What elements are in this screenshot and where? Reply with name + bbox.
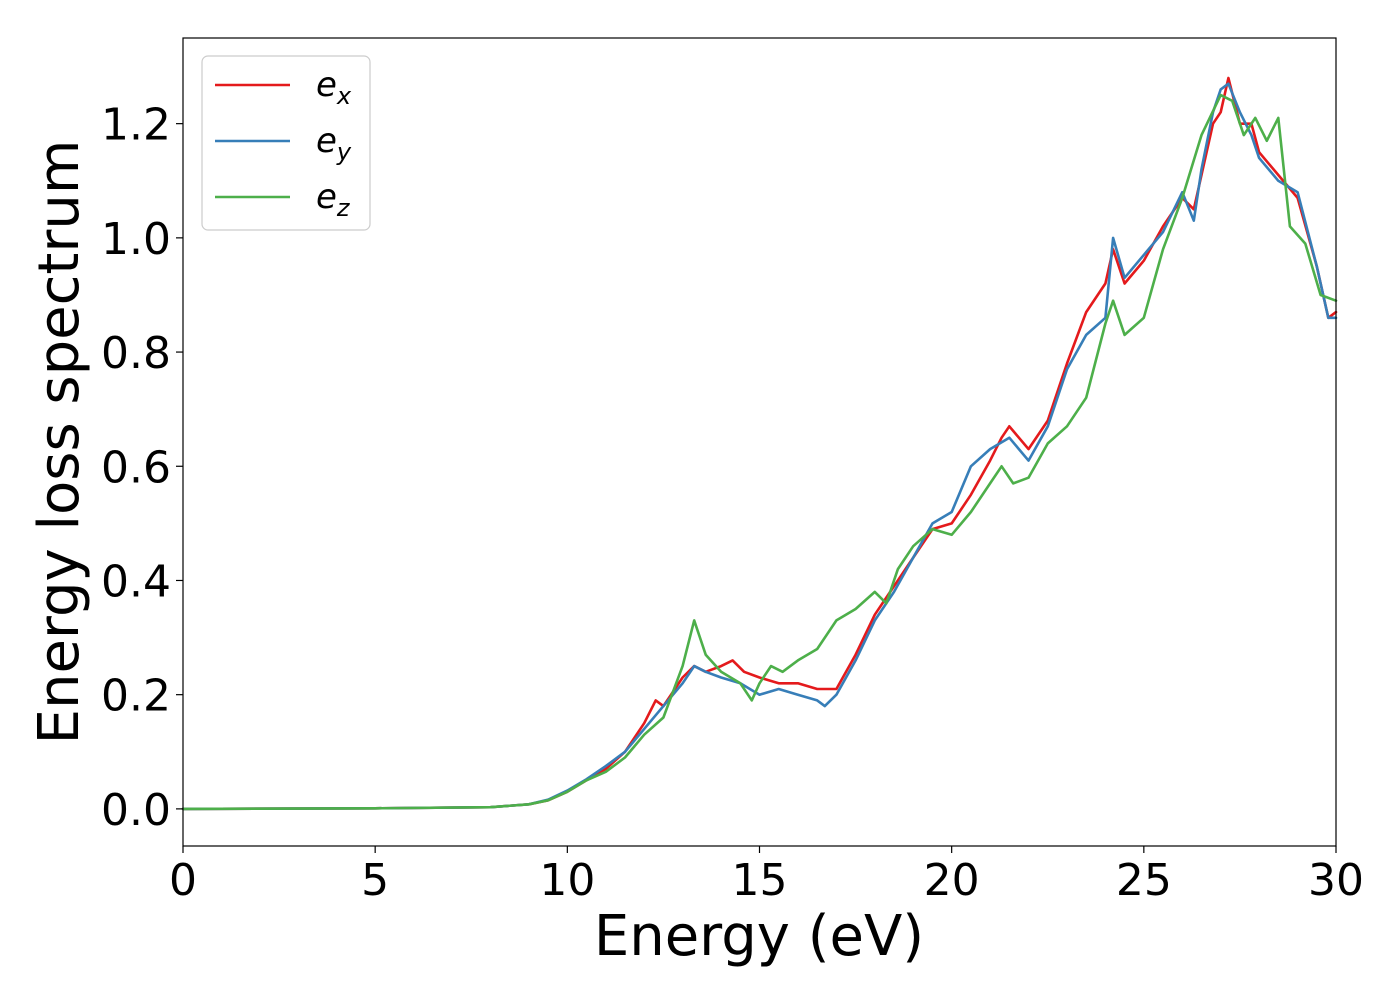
series-line-ez (181, 93, 1338, 811)
y-tick-label: 0.0 (101, 785, 171, 836)
legend-label-ez: ez (316, 177, 351, 222)
x-tick-label: 25 (1116, 855, 1172, 906)
x-tick-label: 5 (361, 855, 389, 906)
x-tick-label: 10 (539, 855, 595, 906)
y-tick-label: 0.8 (101, 328, 171, 379)
y-axis-label: Energy loss spectrum (27, 140, 92, 745)
x-tick-label: 15 (732, 855, 788, 906)
x-tick-label: 30 (1308, 855, 1364, 906)
y-tick-label: 0.4 (101, 556, 171, 607)
series-line-ex (181, 76, 1338, 811)
y-tick-label: 0.2 (101, 671, 171, 722)
y-axis-ticks: 0.0 0.2 0.4 0.6 0.8 1.0 1.2 (101, 100, 183, 836)
y-tick-label: 0.6 (101, 442, 171, 493)
x-axis-ticks: 0 5 10 15 20 25 30 (169, 846, 1364, 906)
y-tick-label: 1.0 (101, 214, 171, 265)
series-layer (181, 76, 1338, 811)
x-axis-label: Energy (eV) (594, 904, 924, 969)
legend-box (201, 55, 371, 231)
series-line-ey (181, 82, 1338, 811)
y-tick-label: 1.2 (101, 100, 171, 151)
x-tick-label: 20 (924, 855, 980, 906)
x-tick-label: 0 (169, 855, 197, 906)
